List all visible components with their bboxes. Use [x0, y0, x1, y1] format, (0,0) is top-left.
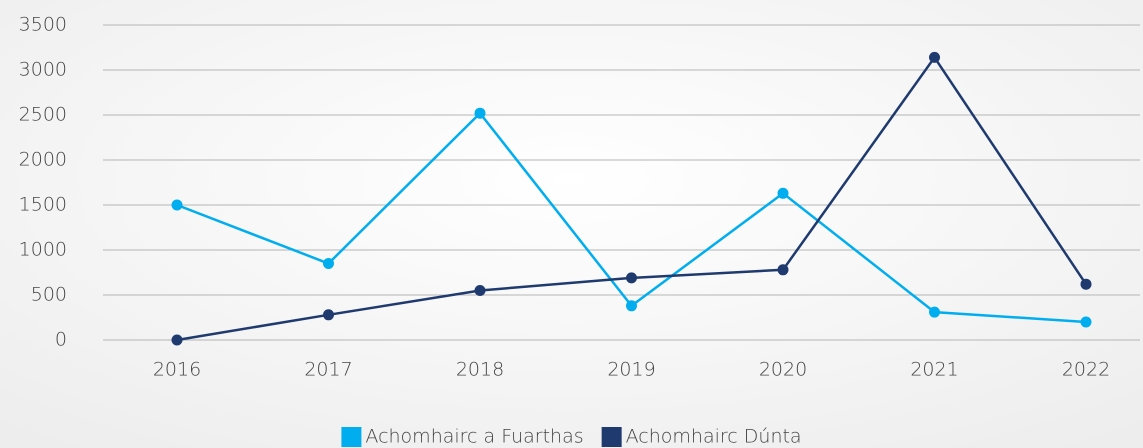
legend-swatch — [601, 427, 622, 447]
x-tick-label: 2020 — [759, 359, 807, 381]
point — [626, 300, 637, 312]
point — [929, 51, 940, 63]
y-tick-label: 2500 — [19, 104, 67, 126]
point — [474, 285, 486, 296]
point — [171, 334, 183, 346]
point — [777, 187, 789, 199]
x-tick-label: 2018 — [456, 359, 504, 381]
x-tick-label: 2022 — [1062, 359, 1110, 381]
x-tick-label: 2019 — [607, 359, 655, 381]
legend: Achomhairc a Fuarthas Achomhairc Dúnta — [341, 426, 802, 448]
legend-swatch — [341, 427, 362, 447]
point — [1080, 278, 1092, 290]
y-tick-label: 3000 — [19, 59, 67, 81]
grid: 0 500 1000 1500 2000 2500 3000 3500 2016 2017 2018… — [19, 14, 1140, 381]
y-tick-label: 500 — [31, 284, 67, 306]
point — [1080, 316, 1092, 328]
x-tick-label: 2016 — [153, 359, 201, 381]
legend-label: Achomhairc a Fuarthas — [365, 426, 583, 448]
point — [777, 264, 789, 276]
point — [171, 199, 183, 211]
y-tick-label: 2000 — [19, 149, 67, 171]
plot — [171, 51, 1092, 346]
x-tick-label: 2017 — [304, 359, 352, 381]
point — [323, 258, 334, 269]
point — [626, 272, 637, 284]
y-tick-label: 3500 — [19, 14, 67, 36]
y-tick-label: 1500 — [19, 194, 67, 216]
y-tick-label: 1000 — [19, 239, 67, 261]
point — [929, 306, 940, 318]
x-tick-label: 2021 — [910, 359, 958, 381]
legend-label: Achomhairc Dúnta — [626, 426, 802, 448]
point — [323, 309, 334, 321]
point — [474, 107, 486, 119]
y-tick-label: 0 — [55, 329, 67, 351]
